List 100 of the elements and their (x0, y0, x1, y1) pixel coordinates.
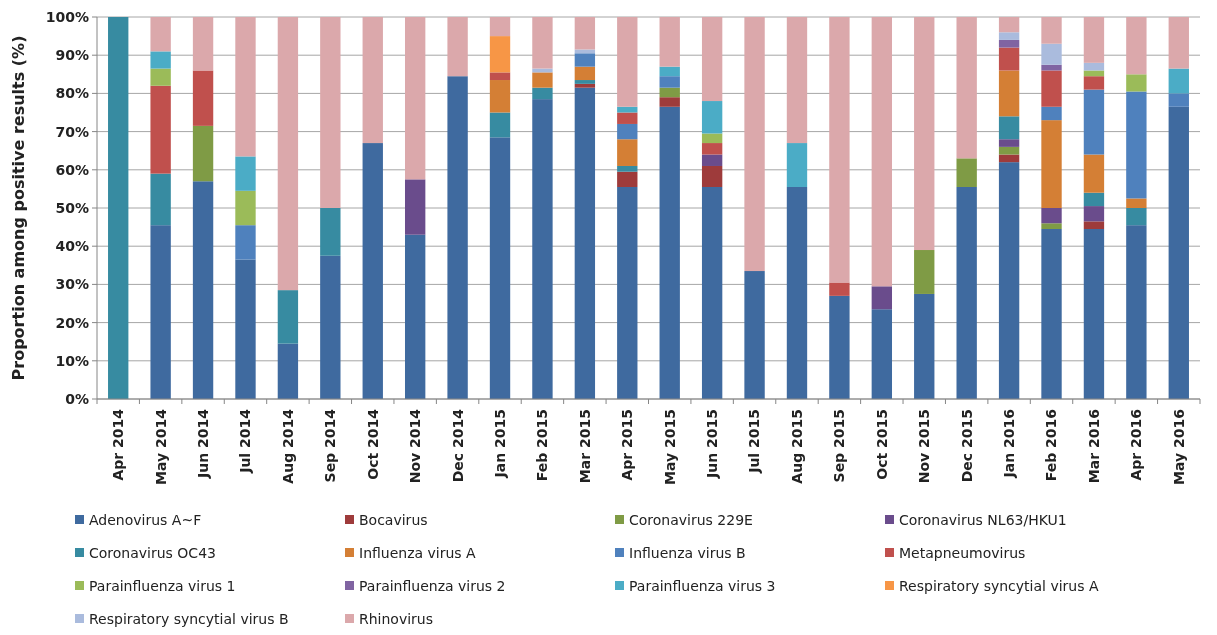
y-tick-label: 80% (55, 85, 89, 102)
bar (150, 85, 171, 174)
bar (998, 116, 1020, 140)
x-tick-label: Apr 2014 (110, 408, 127, 481)
bar (1041, 229, 1062, 399)
bar (277, 17, 299, 291)
x-tick-label: Apr 2015 (619, 409, 636, 481)
bar (1126, 91, 1147, 199)
bar (1168, 93, 1189, 107)
x-tick-label: Jun 2014 (194, 408, 211, 479)
bar (1041, 223, 1062, 230)
bar (150, 225, 171, 399)
bar (998, 32, 1020, 40)
bar (447, 76, 468, 399)
x-tick-label: Sep 2015 (831, 409, 848, 483)
legend-label: Adenovirus A~F (89, 511, 202, 528)
bar (617, 139, 638, 166)
bar (956, 186, 977, 399)
x-tick-label: Oct 2015 (873, 409, 890, 480)
bar (829, 295, 850, 399)
bar (701, 165, 723, 187)
bar (701, 186, 723, 399)
bar (489, 80, 511, 113)
bar (1083, 206, 1105, 222)
bar (235, 225, 256, 260)
legend-label: Respiratory syncytial virus B (89, 610, 289, 627)
x-tick-label: Feb 2015 (534, 409, 551, 482)
bar (192, 70, 214, 126)
bar (786, 17, 808, 144)
bar (998, 162, 1020, 399)
bar (1083, 221, 1105, 230)
bar (829, 282, 850, 296)
x-tick-label: Mar 2015 (576, 409, 593, 484)
bar (277, 343, 299, 399)
bar (998, 146, 1020, 155)
x-tick-label: Jul 2015 (746, 409, 763, 474)
y-tick-label: 70% (55, 123, 89, 140)
bar (1126, 74, 1147, 92)
bar (1126, 17, 1147, 75)
bar (362, 17, 383, 144)
bar (701, 154, 723, 166)
bar (1041, 120, 1062, 208)
bar (192, 181, 214, 399)
bar (956, 158, 977, 187)
bar (914, 17, 935, 251)
bar (701, 133, 723, 144)
bar (108, 17, 129, 399)
bar (744, 17, 765, 272)
bar (235, 259, 256, 399)
legend-label: Rhinovirus (359, 610, 434, 627)
bar (489, 112, 511, 138)
bar (1168, 17, 1189, 69)
x-tick-label: Aug 2015 (788, 409, 805, 484)
bar (998, 39, 1020, 48)
x-tick-label: Feb 2016 (1043, 409, 1060, 482)
bar (701, 143, 723, 155)
bar (659, 87, 680, 98)
bar (235, 156, 256, 191)
bar (871, 309, 893, 399)
bar (1041, 106, 1062, 121)
bar (574, 80, 596, 84)
bar (998, 70, 1020, 117)
bar (532, 72, 553, 88)
bar (404, 179, 426, 235)
x-tick-label: May 2016 (1170, 409, 1187, 485)
bar (744, 271, 765, 399)
bar (1126, 225, 1147, 399)
bar (1083, 229, 1105, 399)
bar (617, 112, 638, 124)
x-tick-label: Dec 2014 (449, 408, 466, 483)
bar (1083, 76, 1105, 90)
bar (235, 190, 256, 226)
x-tick-label: Aug 2014 (279, 408, 296, 484)
legend-label: Metapneumovirus (899, 544, 1026, 561)
bar (617, 123, 638, 140)
bar (829, 17, 850, 283)
bar (574, 17, 596, 50)
bar (998, 47, 1020, 71)
bar (1083, 154, 1105, 193)
y-tick-label: 0% (65, 390, 89, 407)
bar (574, 49, 596, 54)
x-tick-label: Jan 2016 (1001, 409, 1017, 479)
legend-label: Coronavirus OC43 (89, 544, 216, 561)
bar (659, 97, 680, 107)
bar (617, 165, 638, 172)
x-tick-label: Nov 2015 (916, 409, 933, 484)
bar (871, 286, 893, 310)
legend-label: Respiratory syncytial virus A (899, 577, 1099, 594)
bar (150, 173, 171, 226)
bar (1168, 68, 1189, 94)
x-tick-label: Nov 2014 (407, 408, 424, 484)
bar (659, 17, 680, 67)
bar (574, 87, 596, 399)
legend-label: Bocavirus (359, 511, 428, 528)
x-tick-label: Jan 2015 (491, 409, 508, 479)
bar (1168, 106, 1189, 399)
bar (1041, 43, 1062, 65)
y-tick-label: 100% (45, 8, 89, 25)
bar (320, 208, 341, 256)
bar (192, 17, 214, 71)
